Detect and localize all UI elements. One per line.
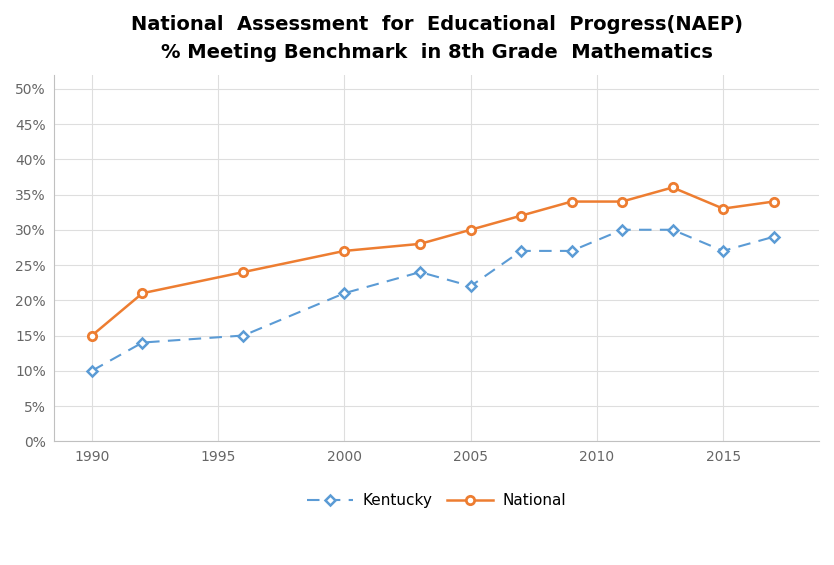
Kentucky (667, 227, 677, 233)
Line: Kentucky: Kentucky (88, 227, 777, 374)
Kentucky (566, 247, 576, 254)
National (516, 212, 526, 219)
Legend: Kentucky, National: Kentucky, National (307, 493, 566, 508)
Kentucky (617, 227, 627, 233)
National (339, 247, 349, 254)
National (239, 269, 249, 276)
National (566, 198, 576, 205)
National (87, 332, 97, 339)
Kentucky (239, 332, 249, 339)
National (617, 198, 627, 205)
Kentucky (87, 367, 97, 374)
National (138, 290, 148, 297)
National (667, 184, 677, 191)
Kentucky (339, 290, 349, 297)
Kentucky (138, 339, 148, 346)
Kentucky (465, 282, 475, 289)
Title: National  Assessment  for  Educational  Progress(NAEP)
% Meeting Benchmark  in 8: National Assessment for Educational Prog… (131, 15, 742, 62)
Kentucky (415, 269, 425, 276)
Line: National: National (88, 183, 778, 340)
Kentucky (769, 233, 779, 240)
National (415, 241, 425, 247)
Kentucky (718, 247, 728, 254)
National (465, 227, 475, 233)
Kentucky (516, 247, 526, 254)
National (769, 198, 779, 205)
National (718, 205, 728, 212)
